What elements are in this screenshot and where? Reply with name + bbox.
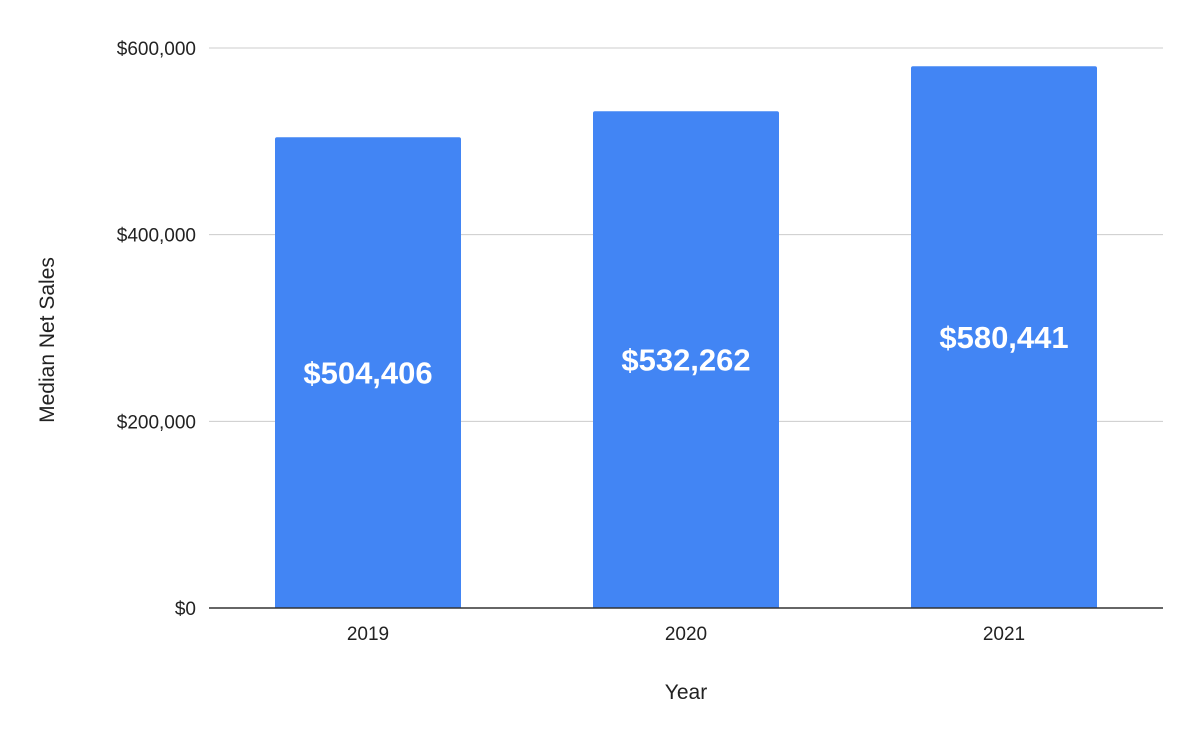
y-axis-title: Median Net Sales	[36, 257, 59, 423]
x-tick-label: 2019	[347, 624, 389, 645]
data-labels: $504,406 $532,262 $580,441	[303, 320, 1068, 390]
y-axis-ticks: $0 $200,000 $400,000 $600,000	[117, 39, 196, 620]
y-tick-label: $200,000	[117, 412, 196, 433]
x-axis-ticks: 2019 2020 2021	[347, 624, 1025, 645]
y-tick-label: $600,000	[117, 39, 196, 60]
data-label: $504,406	[303, 356, 432, 391]
y-tick-label: $400,000	[117, 226, 196, 247]
x-tick-label: 2020	[665, 624, 707, 645]
x-axis-title: Year	[665, 681, 707, 704]
x-tick-label: 2021	[983, 624, 1025, 645]
y-tick-label: $0	[175, 599, 196, 620]
data-label: $580,441	[939, 320, 1068, 355]
bar-2019	[275, 137, 461, 608]
bars	[275, 66, 1097, 608]
bar-2020	[593, 111, 779, 608]
bar-2021	[911, 66, 1097, 608]
data-label: $532,262	[621, 343, 750, 378]
